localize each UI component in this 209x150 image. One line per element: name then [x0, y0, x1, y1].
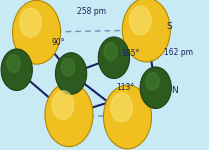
Ellipse shape: [140, 67, 171, 109]
Ellipse shape: [146, 73, 159, 90]
Text: S: S: [166, 22, 172, 32]
Ellipse shape: [7, 55, 20, 72]
Text: 258 pm: 258 pm: [77, 8, 106, 16]
Text: 162 pm: 162 pm: [164, 48, 193, 57]
Ellipse shape: [45, 83, 93, 147]
Text: 105°: 105°: [121, 50, 140, 58]
Ellipse shape: [20, 8, 41, 37]
Ellipse shape: [111, 93, 132, 122]
Ellipse shape: [55, 53, 87, 94]
Ellipse shape: [129, 6, 151, 35]
Ellipse shape: [98, 37, 130, 79]
Ellipse shape: [104, 43, 117, 60]
Ellipse shape: [103, 85, 152, 149]
Ellipse shape: [52, 91, 74, 120]
Ellipse shape: [1, 49, 32, 91]
Text: 90°: 90°: [51, 38, 65, 47]
Ellipse shape: [122, 0, 170, 62]
Text: 113°: 113°: [116, 82, 134, 91]
Ellipse shape: [13, 0, 61, 64]
Ellipse shape: [61, 58, 75, 76]
Text: N: N: [171, 86, 178, 95]
